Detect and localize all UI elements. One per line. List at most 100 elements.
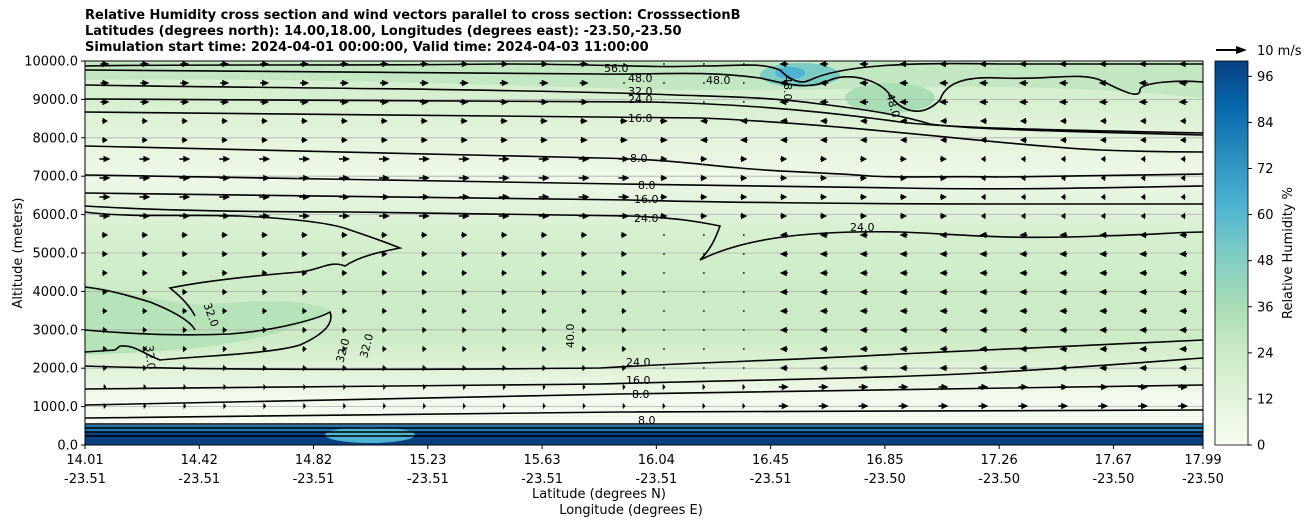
wind-vector xyxy=(501,288,507,296)
wind-vector xyxy=(259,174,271,182)
wind-vector xyxy=(541,345,547,353)
contour-24-lower xyxy=(85,339,1203,371)
wind-vector xyxy=(1059,117,1067,125)
wind-vector xyxy=(899,117,908,125)
wind-vector xyxy=(302,326,308,334)
wind-vector xyxy=(181,250,188,258)
y-tick-label: 6000.0 xyxy=(33,208,79,223)
wind-vector xyxy=(1099,288,1108,296)
contour-label-14: 32.0 xyxy=(334,337,353,364)
wind-vector xyxy=(301,231,308,239)
wind-vector xyxy=(182,307,188,315)
wind-vector xyxy=(498,174,510,182)
contour-label-18: 8.0 xyxy=(632,388,650,401)
wind-vector xyxy=(1099,117,1107,125)
wind-vector xyxy=(502,402,506,410)
x-tick-label-lon: -23.51 xyxy=(178,472,220,487)
wind-vector xyxy=(739,136,748,144)
colorbar-tick-label: 72 xyxy=(1257,162,1274,177)
wind-vector xyxy=(621,307,627,315)
wind-vector xyxy=(223,383,227,391)
wind-vector xyxy=(1139,364,1148,372)
wind-vector xyxy=(621,288,627,296)
wind-vector xyxy=(621,345,627,353)
wind-vector xyxy=(378,155,390,163)
wind-vector xyxy=(1139,231,1148,239)
wind-vector xyxy=(381,231,388,239)
wind-vector xyxy=(261,269,268,277)
wind-vector xyxy=(461,326,467,334)
wind-vector xyxy=(261,250,268,258)
wind-vector xyxy=(462,345,467,353)
y-tick-label: 10000.0 xyxy=(24,55,78,70)
wind-vector xyxy=(179,155,191,163)
contour-8-near-surface xyxy=(85,409,1203,419)
wind-vector xyxy=(622,383,626,391)
wind-vector xyxy=(263,402,267,410)
wind-vector xyxy=(418,174,430,182)
x-tick-label-lat: 15.23 xyxy=(409,453,446,468)
wind-vector xyxy=(498,193,510,201)
wind-vector xyxy=(143,383,147,391)
wind-vector xyxy=(581,326,587,334)
wind-vector xyxy=(742,383,746,391)
wind-vector xyxy=(101,250,108,258)
wind-vector xyxy=(819,326,828,334)
wind-vector xyxy=(498,155,510,163)
wind-vector xyxy=(102,288,108,296)
wind-vector xyxy=(939,269,948,277)
wind-vector xyxy=(102,136,108,144)
wind-vectors xyxy=(99,61,1189,410)
wind-vector xyxy=(1138,383,1149,391)
y-tick-label: 2000.0 xyxy=(33,362,79,377)
wind-vector xyxy=(1019,345,1028,353)
wind-vector xyxy=(899,231,908,239)
contour-label-11: 24.0 xyxy=(850,221,875,234)
colorbar-tick-label: 96 xyxy=(1257,70,1274,85)
wind-vector xyxy=(381,250,388,258)
wind-vector xyxy=(379,98,389,106)
wind-vector xyxy=(219,155,231,163)
wind-vector xyxy=(1020,174,1026,182)
wind-vector xyxy=(582,364,587,372)
wind-vector xyxy=(1099,326,1108,334)
wind-vector xyxy=(419,98,429,106)
wind-vector xyxy=(101,231,109,239)
wind-vector xyxy=(99,174,111,182)
wind-vector xyxy=(343,402,347,410)
wind-vector xyxy=(581,250,588,258)
wind-vector xyxy=(222,307,228,315)
wind-vector xyxy=(780,212,788,220)
wind-vector xyxy=(1059,345,1068,353)
contour-16-mid xyxy=(85,192,1203,205)
x-tick-label-lat: 15.63 xyxy=(523,453,560,468)
wind-vector xyxy=(421,326,427,334)
wind-vector xyxy=(381,117,388,125)
wind-vector xyxy=(1098,402,1109,410)
wind-vector xyxy=(578,212,590,220)
wind-vector xyxy=(979,345,988,353)
contour-8-upper xyxy=(85,145,1203,178)
wind-vector xyxy=(139,193,151,201)
wind-vector xyxy=(620,117,628,125)
colorbar-tick-label: 60 xyxy=(1257,208,1274,223)
x-tick-label-lon: -23.50 xyxy=(1182,472,1224,487)
wind-vector xyxy=(460,136,468,144)
y-tick-label: 0.0 xyxy=(57,439,78,454)
wind-vector xyxy=(342,345,347,353)
wind-vector xyxy=(979,231,988,239)
wind-vector xyxy=(979,117,987,125)
wind-vector xyxy=(1099,345,1108,353)
contour-24-bulge xyxy=(85,211,403,317)
contour-label-10: 24.0 xyxy=(634,212,659,225)
wind-vector xyxy=(581,307,587,315)
wind-vector xyxy=(299,193,311,201)
wind-vector xyxy=(1138,402,1149,410)
contour-label-15: 32.0 xyxy=(357,332,376,359)
wind-vector xyxy=(742,367,745,369)
wind-vector xyxy=(1100,212,1106,220)
wind-vector xyxy=(979,250,988,258)
wind-vector xyxy=(143,402,147,410)
wind-vector xyxy=(818,402,829,410)
wind-vector xyxy=(702,402,706,410)
